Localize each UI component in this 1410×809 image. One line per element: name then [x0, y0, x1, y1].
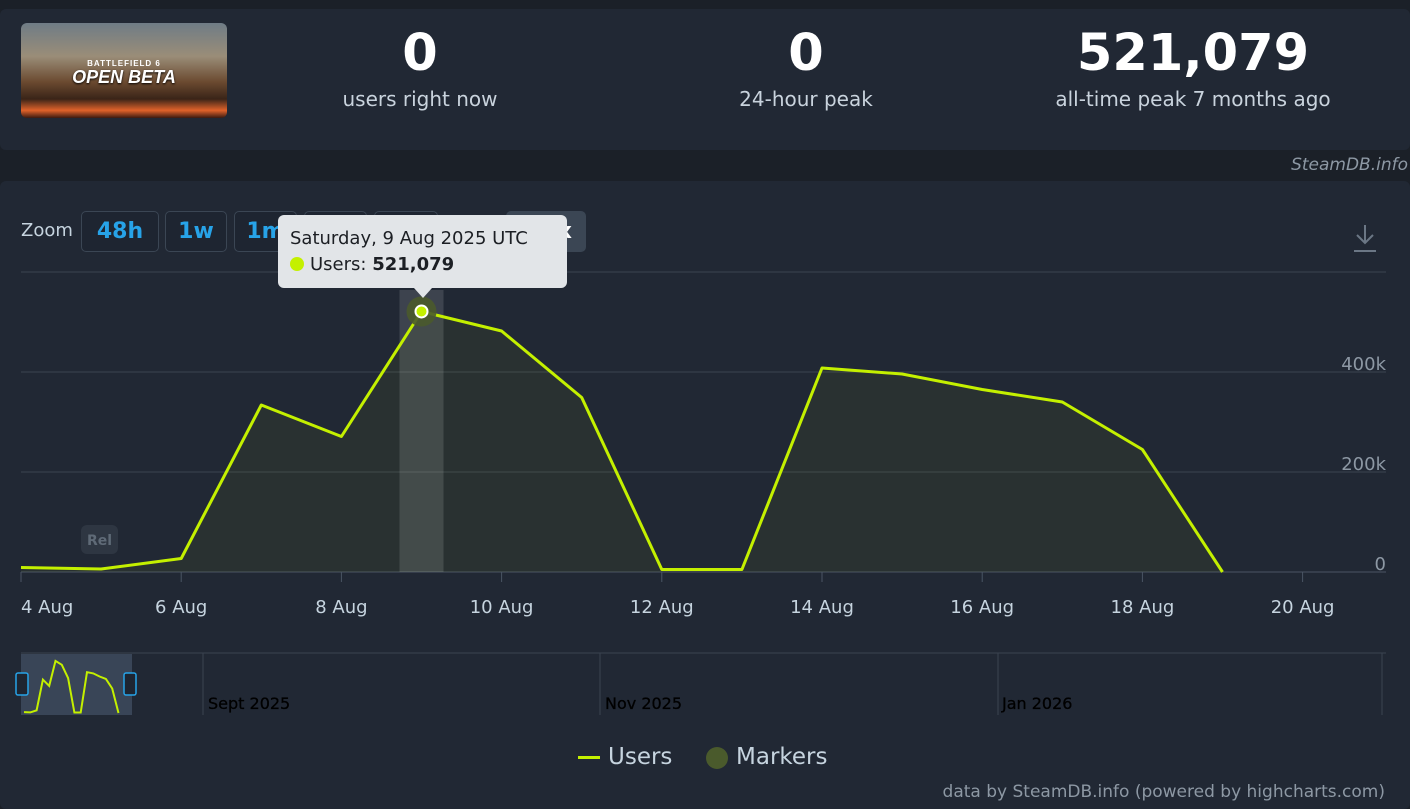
data-point	[180, 557, 183, 560]
data-point	[580, 396, 583, 399]
hover-point	[414, 304, 429, 319]
navigator-label: Nov 2025	[605, 694, 682, 713]
zoom-48h-button[interactable]: 48h	[81, 211, 159, 252]
rel-annotation-box	[81, 525, 118, 554]
markers-circle-icon	[706, 746, 728, 769]
data-point	[100, 568, 103, 571]
tooltip-date: Saturday, 9 Aug 2025 UTC	[290, 228, 528, 249]
tooltip-series-label: Users:	[310, 254, 367, 275]
users-line-icon	[578, 756, 600, 759]
stat-current: 0 users right now	[320, 23, 520, 113]
legend-users-label: Users	[608, 744, 673, 770]
footer-credit: data by SteamDB.info (powered by highcha…	[942, 782, 1385, 802]
data-point	[20, 566, 23, 569]
data-point	[1221, 571, 1224, 574]
navigator-label: Sept 2025	[208, 694, 290, 713]
navigator-handle	[15, 672, 29, 696]
x-tick-label: 12 Aug	[630, 597, 694, 618]
chart-tooltip: Saturday, 9 Aug 2025 UTC Users: 521,079	[278, 215, 567, 298]
y-tick-label: 400k	[1341, 354, 1386, 375]
tooltip-row: Users: 521,079	[290, 254, 454, 275]
users-area	[21, 311, 1223, 572]
x-tick-label: 18 Aug	[1111, 597, 1175, 618]
data-point	[660, 568, 663, 571]
x-tick-label: 14 Aug	[790, 597, 854, 618]
x-tick-label: 8 Aug	[315, 597, 367, 618]
x-tick-label: 10 Aug	[470, 597, 534, 618]
navigator-selection	[21, 654, 132, 715]
x-tick-label: 4 Aug	[21, 597, 73, 618]
data-point	[821, 367, 824, 370]
stat-current-value: 0	[402, 24, 438, 83]
navigator-label: Jan 2026	[1001, 694, 1072, 713]
thumbnail-title: OPEN BETA	[72, 67, 176, 87]
thumbnail-subtitle: BATTLEFIELD 6	[87, 59, 161, 68]
legend-markers[interactable]: Markers	[706, 744, 827, 770]
stat-24h-peak-label: 24-hour peak	[739, 87, 873, 111]
data-point	[340, 435, 343, 438]
steamdb-credit: SteamDB.info	[1291, 155, 1408, 175]
navigator-series	[23, 659, 120, 714]
chart-panel	[0, 181, 1410, 809]
zoom-label: Zoom	[21, 220, 73, 241]
stat-current-label: users right now	[342, 87, 498, 111]
tooltip-value: 521,079	[372, 254, 455, 275]
x-tick-label: 6 Aug	[155, 597, 207, 618]
navigator-handle	[123, 672, 137, 696]
users-line	[20, 310, 1224, 573]
data-point	[740, 568, 743, 571]
y-tick-label: 0	[1375, 554, 1386, 575]
data-point	[901, 373, 904, 376]
y-tick-label: 200k	[1341, 454, 1386, 475]
zoom-1w-button[interactable]: 1w	[165, 211, 227, 252]
x-tick-label: 20 Aug	[1271, 597, 1335, 618]
stats-bar	[0, 9, 1410, 150]
stat-all-time-peak: 521,079 all-time peak 7 months ago	[1033, 23, 1353, 113]
users-dot-icon	[290, 257, 304, 271]
data-point	[981, 388, 984, 391]
rel-annotation-label: Rel	[87, 533, 112, 549]
x-tick-label: 16 Aug	[950, 597, 1014, 618]
stat-all-time-peak-label: all-time peak 7 months ago	[1055, 87, 1331, 111]
download-icon[interactable]	[1352, 222, 1378, 254]
legend-users[interactable]: Users	[578, 744, 672, 770]
data-point	[260, 404, 263, 407]
game-thumbnail[interactable]: BATTLEFIELD 6 OPEN BETA	[21, 23, 227, 118]
data-point	[1061, 401, 1064, 404]
stat-all-time-peak-value: 521,079	[1076, 24, 1310, 83]
legend-markers-label: Markers	[736, 744, 828, 770]
stat-24h-peak: 0 24-hour peak	[706, 23, 906, 113]
data-point	[500, 330, 503, 333]
stat-24h-peak-value: 0	[788, 24, 824, 83]
data-point	[1141, 448, 1144, 451]
